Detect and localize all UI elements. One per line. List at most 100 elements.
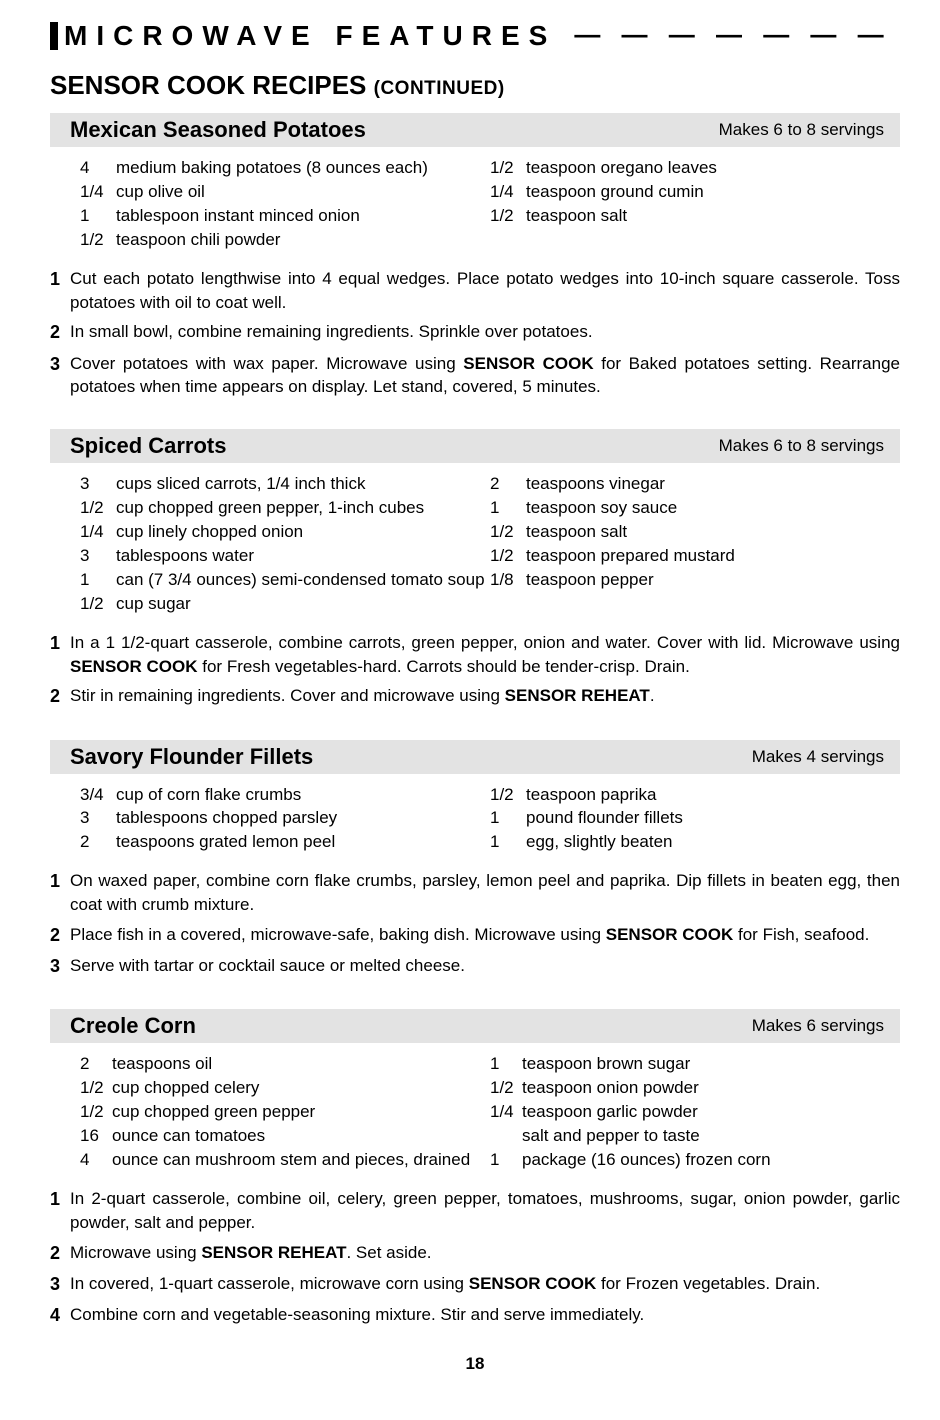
ingredient-qty: 1 (490, 831, 526, 854)
step-number: 3 (50, 352, 70, 400)
ingredient-qty: 2 (80, 831, 116, 854)
ingredients-left: 2 teaspoons oil 1/2 cup chopped celery 1… (80, 1053, 490, 1173)
recipes-list: Mexican Seasoned Potatoes Makes 6 to 8 s… (50, 113, 900, 1328)
ingredient-qty: 1/2 (80, 497, 116, 520)
ingredient-row: 4 medium baking potatoes (8 ounces each) (80, 157, 490, 180)
document-page: MICROWAVE FEATURES — — — — — — — — — — —… (0, 0, 940, 1374)
step-number: 4 (50, 1303, 70, 1328)
ingredient-item: tablespoons water (116, 545, 490, 568)
recipe-header: Creole Corn Makes 6 servings (50, 1009, 900, 1043)
recipe-step: 1 Cut each potato lengthwise into 4 equa… (50, 267, 900, 315)
step-number: 2 (50, 923, 70, 948)
ingredient-row: 1 can (7 3/4 ounces) semi-condensed toma… (80, 569, 490, 592)
ingredient-row: 1/2 cup chopped green pepper (80, 1101, 490, 1124)
recipe-step: 3 Serve with tartar or cocktail sauce or… (50, 954, 900, 979)
ingredient-item: cup of corn flake crumbs (116, 784, 490, 807)
feature-header: MICROWAVE FEATURES — — — — — — — — — — —… (50, 20, 900, 52)
ingredient-item: teaspoon brown sugar (522, 1053, 900, 1076)
ingredient-item: ounce can tomatoes (112, 1125, 490, 1148)
recipe-step: 2 Place fish in a covered, microwave-saf… (50, 923, 900, 948)
ingredient-row: 1/4 teaspoon ground cumin (490, 181, 900, 204)
ingredient-row: 3 tablespoons chopped parsley (80, 807, 490, 830)
ingredient-qty: 3 (80, 807, 116, 830)
ingredient-row: 1/2 cup sugar (80, 593, 490, 616)
steps-block: 1 In 2-quart casserole, combine oil, cel… (50, 1187, 900, 1328)
ingredient-item: teaspoons oil (112, 1053, 490, 1076)
ingredient-item: teaspoons grated lemon peel (116, 831, 490, 854)
ingredient-item: package (16 ounces) frozen corn (522, 1149, 900, 1172)
recipe-servings: Makes 6 servings (752, 1016, 884, 1036)
recipe-step: 2 Microwave using SENSOR REHEAT. Set asi… (50, 1241, 900, 1266)
ingredient-item: cup olive oil (116, 181, 490, 204)
ingredient-item: teaspoons vinegar (526, 473, 900, 496)
ingredient-row: 1/2 teaspoon salt (490, 521, 900, 544)
ingredient-item: tablespoon instant minced onion (116, 205, 490, 228)
ingredient-qty: 1/2 (490, 205, 526, 228)
ingredient-row: 1/2 teaspoon oregano leaves (490, 157, 900, 180)
recipe-step: 1 In 2-quart casserole, combine oil, cel… (50, 1187, 900, 1235)
ingredient-qty: 1 (80, 569, 116, 592)
ingredient-qty: 3 (80, 545, 116, 568)
ingredient-item: egg, slightly beaten (526, 831, 900, 854)
recipe-step: 4 Combine corn and vegetable-seasoning m… (50, 1303, 900, 1328)
ingredient-row: 1 tablespoon instant minced onion (80, 205, 490, 228)
ingredient-qty: 1/2 (80, 1101, 112, 1124)
step-text: Serve with tartar or cocktail sauce or m… (70, 954, 900, 979)
ingredient-qty: 1/2 (80, 1077, 112, 1100)
ingredient-row: 1/2 cup chopped green pepper, 1-inch cub… (80, 497, 490, 520)
recipe-step: 3 Cover potatoes with wax paper. Microwa… (50, 352, 900, 400)
ingredient-qty: 1/4 (80, 181, 116, 204)
recipe-title: Creole Corn (70, 1013, 196, 1039)
step-number: 2 (50, 320, 70, 345)
ingredient-row: 1/2 teaspoon paprika (490, 784, 900, 807)
ingredient-item: teaspoon garlic powder (522, 1101, 900, 1124)
ingredient-item: teaspoon pepper (526, 569, 900, 592)
ingredient-item: medium baking potatoes (8 ounces each) (116, 157, 490, 180)
ingredient-qty: 1 (490, 497, 526, 520)
ingredients-left: 3 cups sliced carrots, 1/4 inch thick 1/… (80, 473, 490, 617)
ingredient-item: teaspoon soy sauce (526, 497, 900, 520)
ingredient-qty: 3 (80, 473, 116, 496)
recipe-step: 2 Stir in remaining ingredients. Cover a… (50, 684, 900, 709)
ingredients-right: 1 teaspoon brown sugar 1/2 teaspoon onio… (490, 1053, 900, 1173)
ingredient-qty: 1/8 (490, 569, 526, 592)
ingredient-row: 1/2 teaspoon salt (490, 205, 900, 228)
feature-title: MICROWAVE FEATURES (64, 20, 556, 52)
ingredient-row: 1/8 teaspoon pepper (490, 569, 900, 592)
ingredient-qty: 1/2 (490, 521, 526, 544)
ingredient-row: 1 teaspoon brown sugar (490, 1053, 900, 1076)
step-number: 2 (50, 684, 70, 709)
ingredient-item: teaspoon onion powder (522, 1077, 900, 1100)
ingredient-row: 3/4 cup of corn flake crumbs (80, 784, 490, 807)
ingredient-item: cup sugar (116, 593, 490, 616)
ingredient-qty: 1/4 (490, 181, 526, 204)
recipe-step: 3 In covered, 1-quart casserole, microwa… (50, 1272, 900, 1297)
ingredient-row: 1 teaspoon soy sauce (490, 497, 900, 520)
ingredient-qty: 4 (80, 1149, 112, 1172)
recipe-header: Savory Flounder Fillets Makes 4 servings (50, 740, 900, 774)
ingredient-row: 4 ounce can mushroom stem and pieces, dr… (80, 1149, 490, 1172)
step-text: Cut each potato lengthwise into 4 equal … (70, 267, 900, 315)
ingredient-qty: 1/2 (490, 157, 526, 180)
ingredient-row: 1/4 cup linely chopped onion (80, 521, 490, 544)
section-title: SENSOR COOK RECIPES (CONTINUED) (50, 70, 900, 101)
section-continued: (CONTINUED) (374, 78, 505, 99)
ingredient-item: tablespoons chopped parsley (116, 807, 490, 830)
ingredient-row: 1 egg, slightly beaten (490, 831, 900, 854)
ingredient-item: cups sliced carrots, 1/4 inch thick (116, 473, 490, 496)
ingredient-row: 3 tablespoons water (80, 545, 490, 568)
ingredient-qty: 2 (80, 1053, 112, 1076)
ingredient-row: 1/2 teaspoon onion powder (490, 1077, 900, 1100)
ingredient-row: 1 package (16 ounces) frozen corn (490, 1149, 900, 1172)
ingredient-qty: 16 (80, 1125, 112, 1148)
ingredients-right: 1/2 teaspoon paprika 1 pound flounder fi… (490, 784, 900, 856)
step-text: In covered, 1-quart casserole, microwave… (70, 1272, 900, 1297)
step-text: Stir in remaining ingredients. Cover and… (70, 684, 900, 709)
recipe-title: Spiced Carrots (70, 433, 227, 459)
recipe-servings: Makes 6 to 8 servings (719, 436, 884, 456)
ingredient-row: 1/2 teaspoon chili powder (80, 229, 490, 252)
ingredient-row: 3 cups sliced carrots, 1/4 inch thick (80, 473, 490, 496)
ingredient-item: cup chopped green pepper, 1-inch cubes (116, 497, 490, 520)
ingredient-qty (490, 1125, 522, 1148)
steps-block: 1 In a 1 1/2-quart casserole, combine ca… (50, 631, 900, 710)
